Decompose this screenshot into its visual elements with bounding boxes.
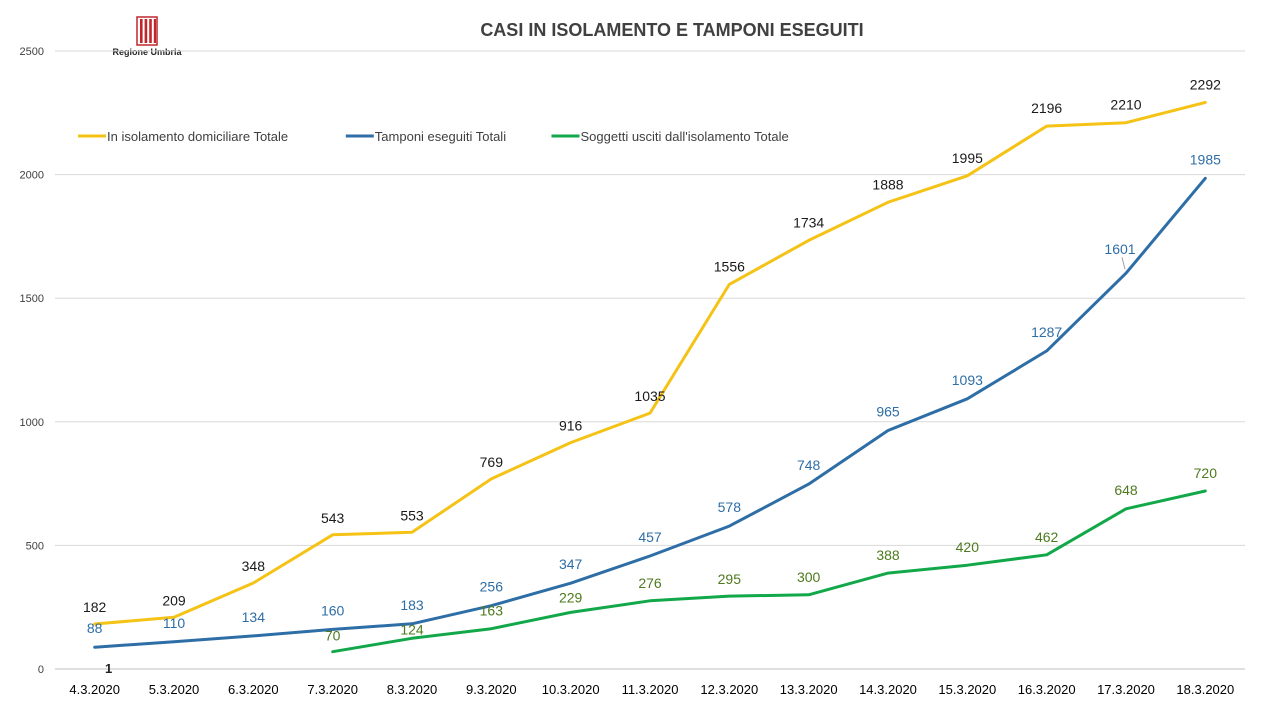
data-label: 748	[797, 457, 821, 473]
data-label: 134	[242, 609, 266, 625]
x-tick-label: 5.3.2020	[149, 682, 200, 697]
data-label: 543	[321, 510, 345, 526]
data-label: 110	[163, 615, 186, 631]
data-label: 276	[638, 575, 662, 591]
data-label: 347	[559, 556, 583, 572]
x-tick-label: 10.3.2020	[542, 682, 600, 697]
series-lines	[93, 100, 1207, 654]
x-tick-label: 9.3.2020	[466, 682, 517, 697]
data-label: 1035	[634, 388, 665, 404]
gridlines	[55, 50, 1245, 670]
x-axis-ticks: 4.3.2020 5.3.2020 6.3.2020 7.3.2020 8.3.2020…	[69, 682, 1234, 697]
data-label: 457	[638, 529, 662, 545]
data-label: 1734	[793, 214, 824, 230]
data-label: 1601	[1104, 241, 1135, 257]
data-labels: 182 209 348 543 553 769 916 1035 1556 1734 1888 199…	[83, 76, 1221, 643]
regione-umbria-logo: Regione Umbria	[112, 16, 182, 57]
x-tick-label: 12.3.2020	[700, 682, 758, 697]
data-label: 2210	[1110, 97, 1141, 113]
data-label: 578	[718, 499, 742, 515]
data-label: 420	[956, 539, 980, 555]
data-label: 965	[876, 403, 900, 419]
annotation-label: 1	[105, 661, 112, 676]
x-tick-label: 4.3.2020	[69, 682, 120, 697]
data-label: 1556	[714, 258, 745, 274]
data-label: 916	[559, 418, 583, 434]
data-label: 1985	[1190, 151, 1221, 167]
legend-label: In isolamento domiciliare Totale	[107, 129, 288, 144]
data-label: 720	[1194, 465, 1218, 481]
legend-label: Soggetti usciti dall'isolamento Totale	[581, 129, 789, 144]
x-tick-label: 13.3.2020	[780, 682, 838, 697]
data-label: 348	[242, 558, 266, 574]
data-label: 769	[480, 454, 504, 470]
series-line	[331, 489, 1207, 654]
y-tick-label: 2500	[20, 46, 44, 58]
logo-text: Regione Umbria	[112, 47, 182, 57]
y-axis-ticks: 0 500 1000 1500 2000 2500	[20, 46, 44, 676]
data-label: 1287	[1031, 324, 1062, 340]
data-label: 1888	[872, 176, 903, 192]
data-label: 256	[480, 579, 504, 595]
data-label: 2196	[1031, 100, 1062, 116]
data-label: 124	[400, 621, 424, 637]
data-label: 462	[1035, 529, 1059, 545]
data-label: 388	[876, 547, 900, 563]
data-label: 229	[559, 589, 583, 605]
x-tick-label: 8.3.2020	[387, 682, 438, 697]
x-tick-label: 11.3.2020	[622, 682, 679, 697]
y-tick-label: 0	[38, 664, 44, 676]
data-label: 1093	[952, 372, 983, 388]
x-tick-label: 16.3.2020	[1018, 682, 1076, 697]
chart-title: CASI IN ISOLAMENTO E TAMPONI ESEGUITI	[480, 20, 863, 40]
y-tick-label: 2000	[20, 170, 44, 182]
data-label: 300	[797, 569, 821, 585]
data-label: 209	[162, 592, 186, 608]
data-label: 295	[718, 571, 742, 587]
data-label: 648	[1114, 482, 1138, 498]
data-label: 2292	[1190, 76, 1221, 92]
data-label: 183	[400, 597, 424, 613]
data-label: 70	[325, 628, 341, 644]
data-label: 163	[480, 603, 504, 619]
data-label: 1995	[952, 150, 983, 166]
x-tick-label: 7.3.2020	[307, 682, 358, 697]
x-tick-label: 18.3.2020	[1176, 682, 1234, 697]
annotations: 1	[105, 661, 112, 676]
legend: In isolamento domiciliare Totale Tamponi …	[78, 129, 789, 144]
x-tick-label: 6.3.2020	[228, 682, 279, 697]
legend-label: Tamponi eseguiti Totali	[375, 129, 506, 144]
series-line	[93, 100, 1207, 626]
series-line	[93, 176, 1207, 649]
data-label: 182	[83, 599, 107, 615]
data-label: 88	[87, 620, 103, 636]
data-label: 160	[321, 602, 345, 618]
x-tick-label: 15.3.2020	[938, 682, 996, 697]
x-tick-label: 14.3.2020	[859, 682, 917, 697]
y-tick-label: 500	[26, 540, 44, 552]
label-leader-line	[1121, 257, 1126, 270]
x-tick-label: 17.3.2020	[1097, 682, 1155, 697]
data-label: 553	[400, 507, 424, 523]
y-tick-label: 1000	[20, 417, 44, 429]
y-tick-label: 1500	[20, 293, 44, 305]
regione-umbria-coat-of-arms-icon	[136, 16, 158, 46]
